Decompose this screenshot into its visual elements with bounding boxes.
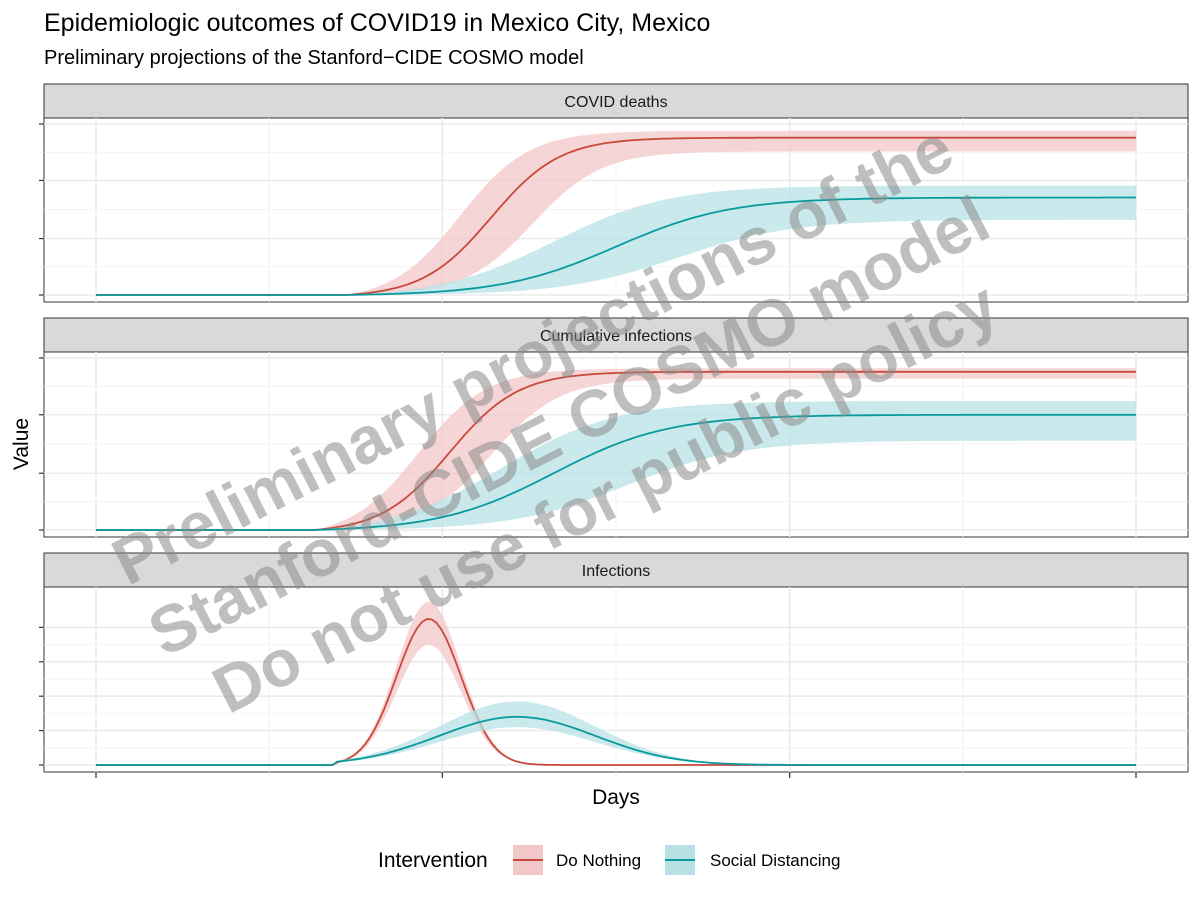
ribbon-do-nothing-covid-deaths — [96, 130, 1136, 295]
chart-subtitle: Preliminary projections of the Stanford−… — [44, 47, 584, 69]
chart-panels: COVID deaths Cumulative infections Infecti… — [39, 83, 1189, 773]
legend-label-do-nothing: Do Nothing — [556, 851, 641, 870]
panel-covid-deaths: COVID deaths — [39, 83, 1189, 303]
strip-label-infections: Infections — [582, 563, 650, 580]
legend-label-social-distancing: Social Distancing — [710, 851, 840, 870]
series-social-distancing-covid-deaths — [96, 185, 1136, 296]
strip-covid-deaths — [43, 83, 1189, 119]
y-axis-label: Value — [10, 418, 33, 470]
chart-title: Epidemiologic outcomes of COVID19 in Mex… — [44, 9, 711, 37]
legend-title: Intervention — [378, 849, 488, 872]
strip-infections — [43, 552, 1189, 588]
line-social-distancing-infections — [96, 715, 1136, 766]
line-social-distancing-cumulative-infections — [96, 413, 1136, 531]
x-axis-label: Days — [592, 786, 640, 809]
panel-cumulative-infections: Cumulative infections — [39, 317, 1189, 538]
series-social-distancing-infections — [96, 701, 1136, 766]
panel-infections: Infections — [39, 552, 1189, 773]
strip-label-cumulative-infections: Cumulative infections — [540, 328, 692, 345]
ribbon-social-distancing-covid-deaths — [96, 185, 1136, 295]
ribbon-social-distancing-cumulative-infections — [96, 401, 1136, 530]
line-social-distancing-covid-deaths — [96, 196, 1136, 296]
strip-cumulative-infections — [43, 317, 1189, 353]
strip-label-covid-deaths: COVID deaths — [564, 94, 667, 111]
x-axis — [95, 772, 1137, 778]
legend: Intervention Do Nothing Social Distancin… — [378, 845, 840, 875]
series-social-distancing-cumulative-infections — [96, 401, 1136, 531]
